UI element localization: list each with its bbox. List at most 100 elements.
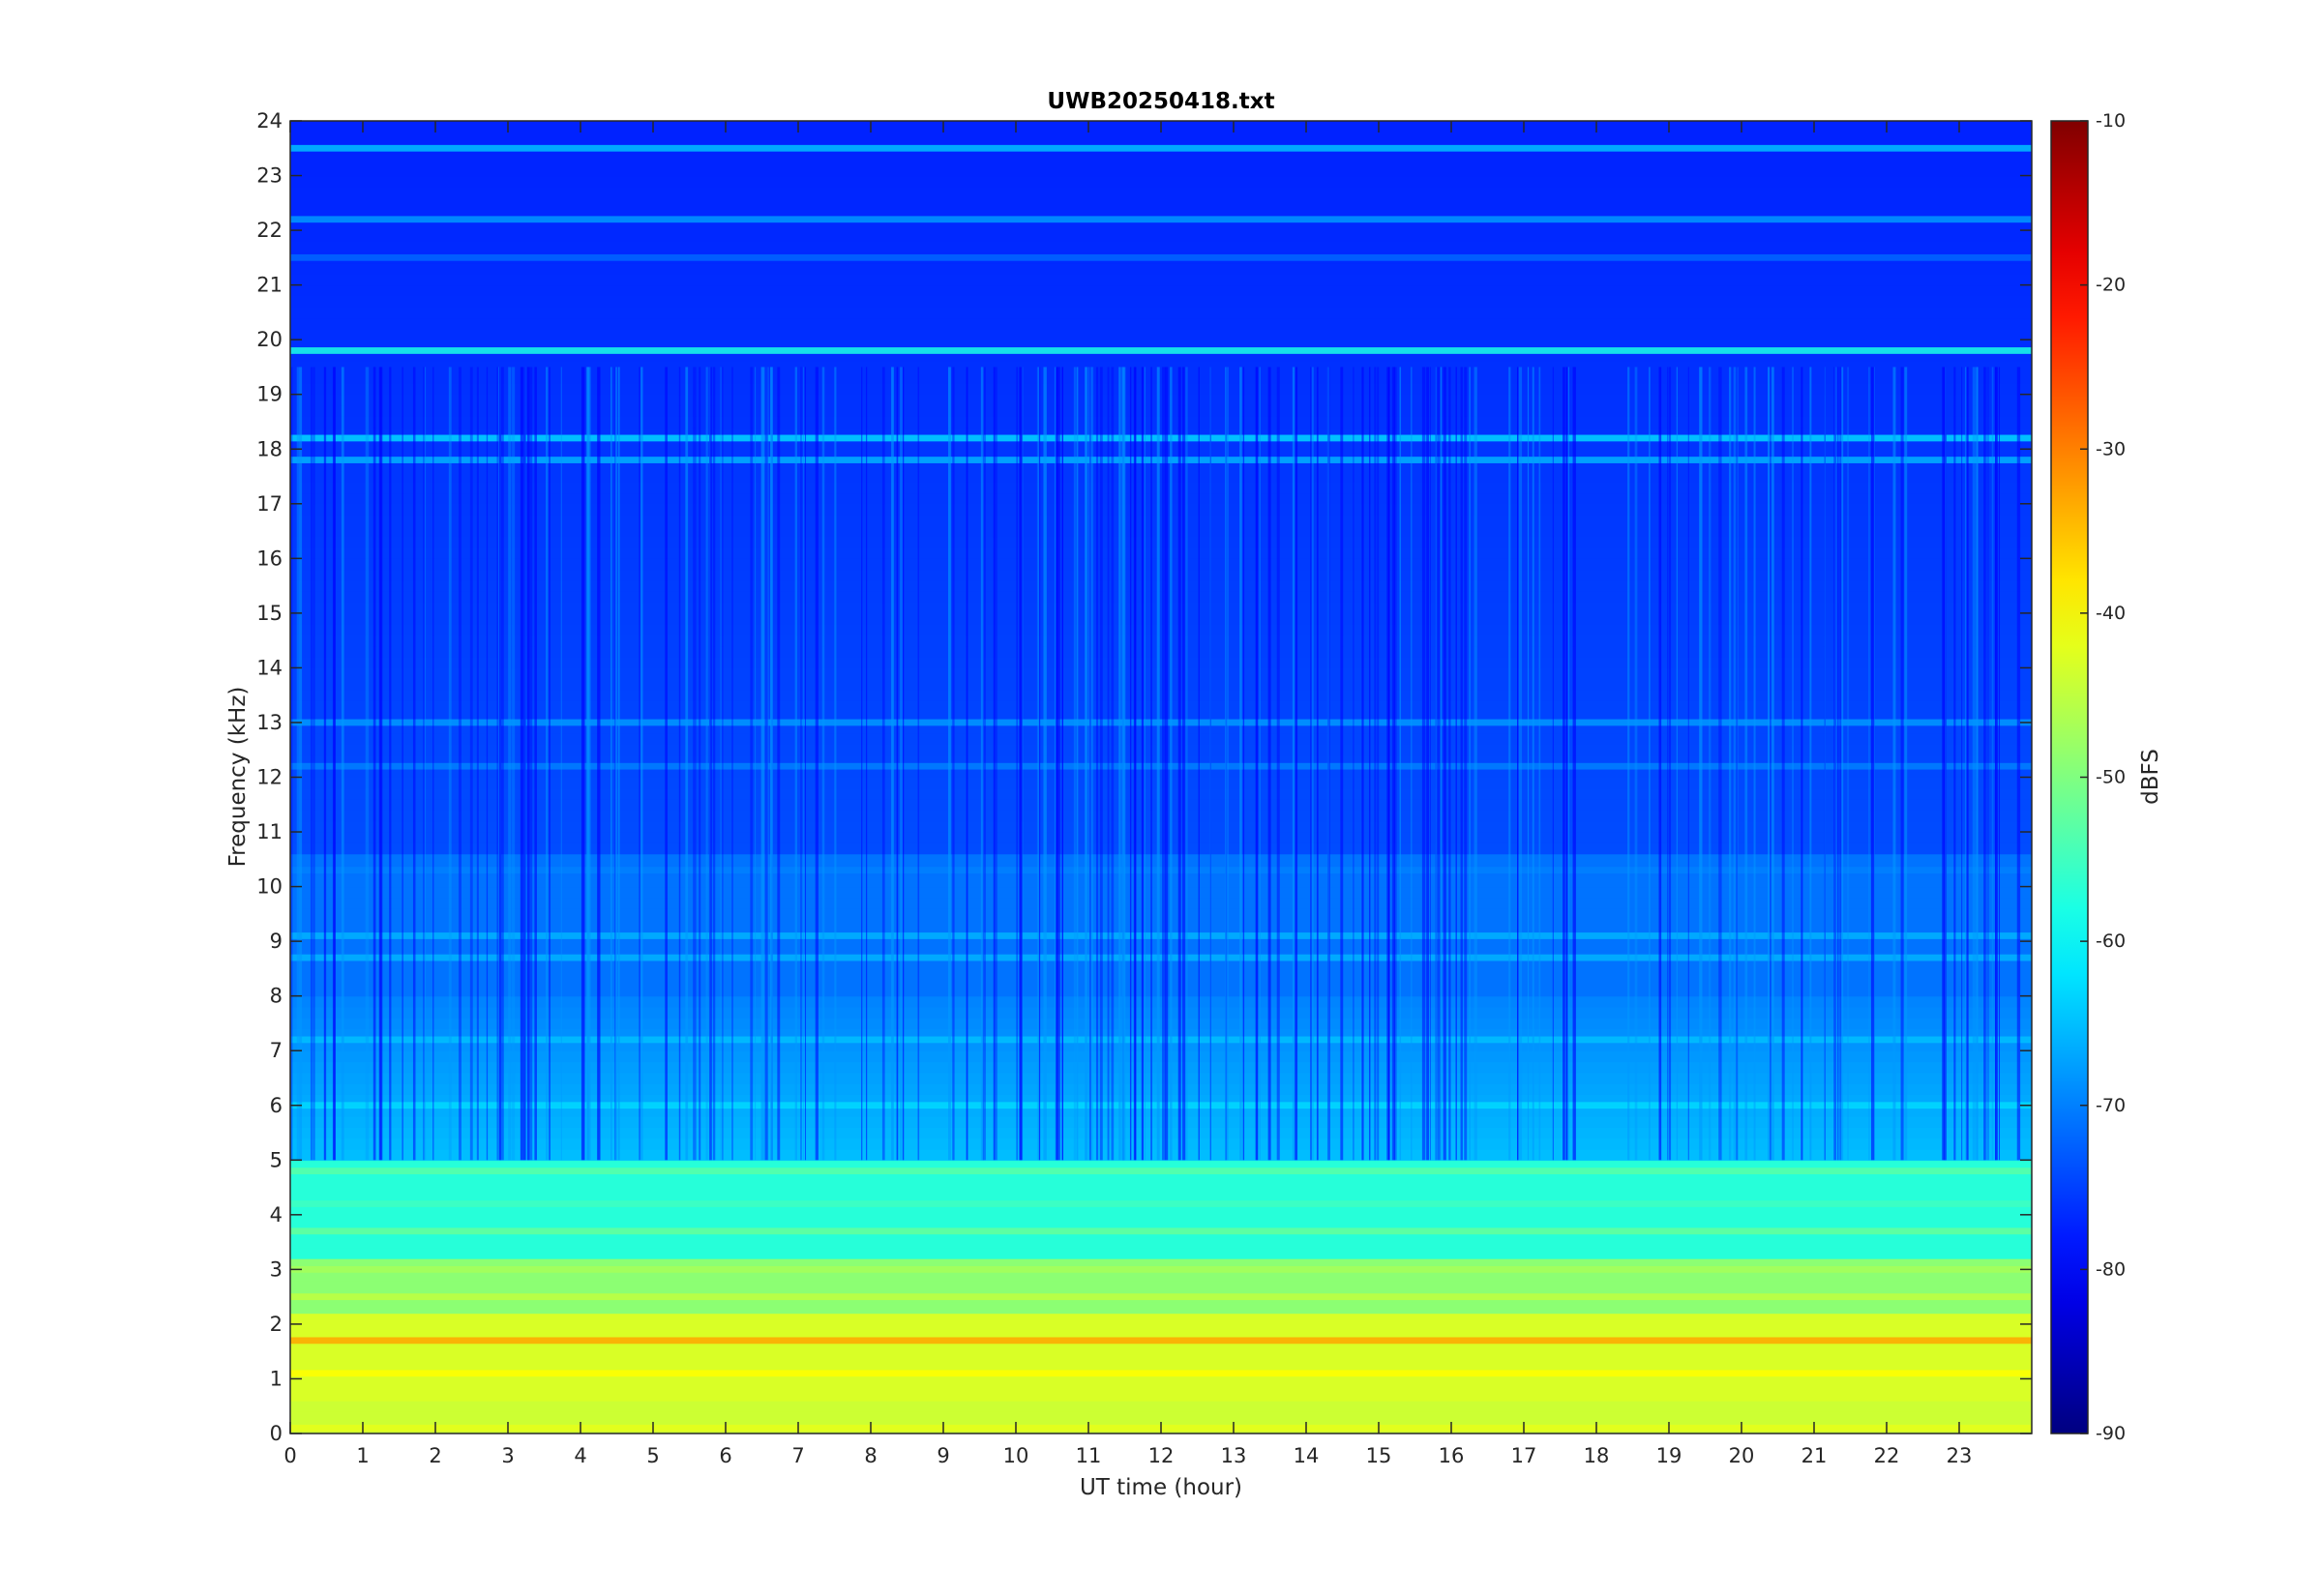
spectrogram-stripe [1043,367,1047,1161]
colorbar-tick-label: -90 [2096,1423,2126,1444]
x-tick-label: 16 [1439,1444,1465,1467]
spectrogram-row [290,1280,2032,1292]
spectrogram-stripe [549,367,551,1161]
spectrogram-stripe [423,367,425,1161]
spectrogram-band [290,1337,2032,1345]
spectrogram-stripe [500,367,504,1161]
spectrogram-stripe [1391,367,1395,1161]
spectrogram-stripe [469,367,473,1161]
y-tick-label: 15 [256,602,283,625]
spectrogram-row [290,799,2032,812]
spectrogram-stripe [1508,367,1511,1161]
spectrogram-stripe [1089,367,1091,1161]
y-tick-label: 4 [270,1203,283,1227]
spectrogram-stripe [686,367,689,1161]
spectrogram-row [290,777,2032,789]
spectrogram-stripe [705,367,708,1161]
spectrogram-stripe [1961,367,1963,1161]
spectrogram-stripe [1165,367,1169,1161]
colorbar-tick-label: -60 [2096,931,2126,952]
colorbar-tick-label: -10 [2096,110,2126,132]
x-tick-label: 18 [1584,1444,1610,1467]
spectrogram-stripe [389,367,392,1161]
y-tick-label: 10 [256,875,283,899]
spectrogram-stripe [900,367,903,1161]
spectrogram-stripe [1627,367,1630,1161]
spectrogram-row [290,1378,2032,1391]
spectrogram-row [290,437,2032,450]
spectrogram-row [290,1411,2032,1424]
spectrogram-row [290,340,2032,352]
spectrogram-row [290,667,2032,680]
spectrogram-row [290,591,2032,604]
spectrogram-stripe [1953,367,1956,1161]
spectrogram-row [290,328,2032,340]
spectrogram-stripe [1118,367,1120,1161]
spectrogram-stripe [1256,367,1258,1161]
spectrogram-stripe [512,367,516,1161]
spectrogram-row [290,635,2032,647]
spectrogram-stripe [803,367,805,1161]
spectrogram-row [290,459,2032,472]
spectrogram-stripe [1900,367,1904,1161]
spectrogram-bands [290,121,2032,1433]
y-tick-label: 19 [256,383,283,406]
spectrogram-stripe [597,367,601,1161]
spectrogram-stripe [1517,367,1519,1161]
spectrogram-stripe [1443,367,1446,1161]
spectrogram-stripe [1144,367,1146,1161]
x-tick-label: 4 [574,1444,586,1467]
spectrogram-stripe [1709,367,1712,1161]
spectrogram-stripe [1658,367,1662,1161]
spectrogram-stripe [1566,367,1568,1161]
spectrogram-band [290,1265,2032,1273]
spectrogram-stripe [1016,367,1018,1161]
spectrogram-row [290,263,2032,275]
chart-title: UWB20250418.txt [1047,89,1274,114]
spectrogram-stripe [1563,367,1565,1161]
spectrogram-stripe [1733,367,1737,1161]
spectrogram-stripe [618,367,620,1161]
spectrogram-stripe [1421,367,1426,1161]
spectrogram-stripe [800,367,802,1161]
spectrogram-stripe [1056,367,1058,1161]
spectrogram-row [290,1116,2032,1128]
spectrogram-row [290,820,2032,833]
spectrogram-stripe [755,367,757,1161]
spectrogram-band [290,144,2032,152]
spectrogram-stripe [1369,367,1371,1161]
spectrogram-row [290,470,2032,483]
spectrogram-row [290,1094,2032,1107]
y-tick-label: 0 [270,1422,283,1445]
spectrogram-row [290,1039,2032,1051]
spectrogram-stripe [1527,367,1530,1161]
y-tick-label: 2 [270,1313,283,1336]
spectrogram-row [290,394,2032,406]
spectrogram-stripe [1073,367,1076,1161]
y-tick-label: 13 [256,711,283,734]
spectrogram-stripe [1353,367,1354,1161]
spectrogram-stripe [834,367,837,1161]
spectrogram-stripe [1122,367,1125,1161]
spectrogram-stripe [1771,367,1774,1161]
spectrogram-stripe [1983,367,1987,1161]
spectrogram-stripe [1141,367,1144,1161]
spectrogram-stripe [1295,367,1298,1161]
spectrogram-row [290,766,2032,779]
x-tick-label: 5 [646,1444,659,1467]
spectrogram-stripe [1209,367,1211,1161]
spectrogram-stripe [1369,367,1371,1161]
spectrogram-row [290,153,2032,165]
spectrogram-row [290,295,2032,308]
y-tick-label: 20 [256,328,283,351]
spectrogram-stripe [1393,367,1397,1161]
spectrogram-stripe [476,367,479,1161]
colorbar-ticks: -90 -80 -70 -60 -50 -40 -30 -20 -10 [2080,110,2126,1444]
spectrogram-stripe [1119,367,1123,1161]
spectrogram-row [290,645,2032,658]
spectrogram-row [290,700,2032,713]
spectrogram-stripe [699,367,701,1161]
spectrogram-stripe [587,367,591,1161]
spectrogram-band [290,932,2032,939]
